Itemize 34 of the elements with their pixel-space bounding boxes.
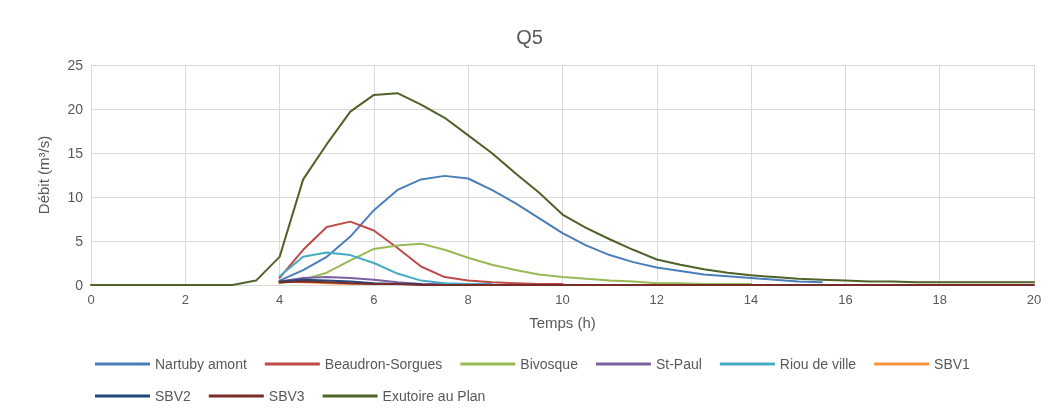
line-series [278,174,823,284]
x-tick-label: 12 [649,292,665,307]
y-tick-label: 10 [67,189,84,205]
chart-title: Q5 [516,26,543,48]
legend-label: Beaudron-Sorgues [324,356,443,372]
y-axis-title: Débit (m³/s) [35,135,52,215]
x-tick-label: 20 [1026,292,1042,307]
x-tick-label: 14 [743,292,759,307]
line-series [278,220,564,286]
line-series [278,242,753,286]
legend-label: SBV1 [934,356,971,372]
y-tick-label: 0 [75,277,84,293]
x-tick-label: 4 [275,292,284,307]
y-tick-label: 15 [67,145,84,161]
x-tick-label: 0 [87,292,95,307]
x-tick-label: 6 [370,292,378,307]
legend-label: St-Paul [655,356,702,372]
y-tick-label: 25 [67,57,84,73]
line-series [90,92,1035,286]
y-tick-label: 20 [67,101,84,117]
x-tick-label: 16 [838,292,853,307]
legend-label: Riou de ville [779,356,857,372]
y-tick-label: 5 [75,233,84,249]
legend-label: SBV2 [155,388,192,404]
x-tick-label: 2 [181,292,189,307]
x-tick-label: 8 [464,292,472,307]
line-series [278,251,493,286]
x-tick-label: 10 [555,292,570,307]
legend-label: Bivosque [520,356,579,372]
legend-label: Exutoire au Plan [382,388,486,404]
legend-label: SBV3 [268,388,305,404]
x-axis-title: Temps (h) [529,314,596,331]
legend-label: Nartuby amont [155,356,247,372]
x-tick-label: 18 [932,292,947,307]
